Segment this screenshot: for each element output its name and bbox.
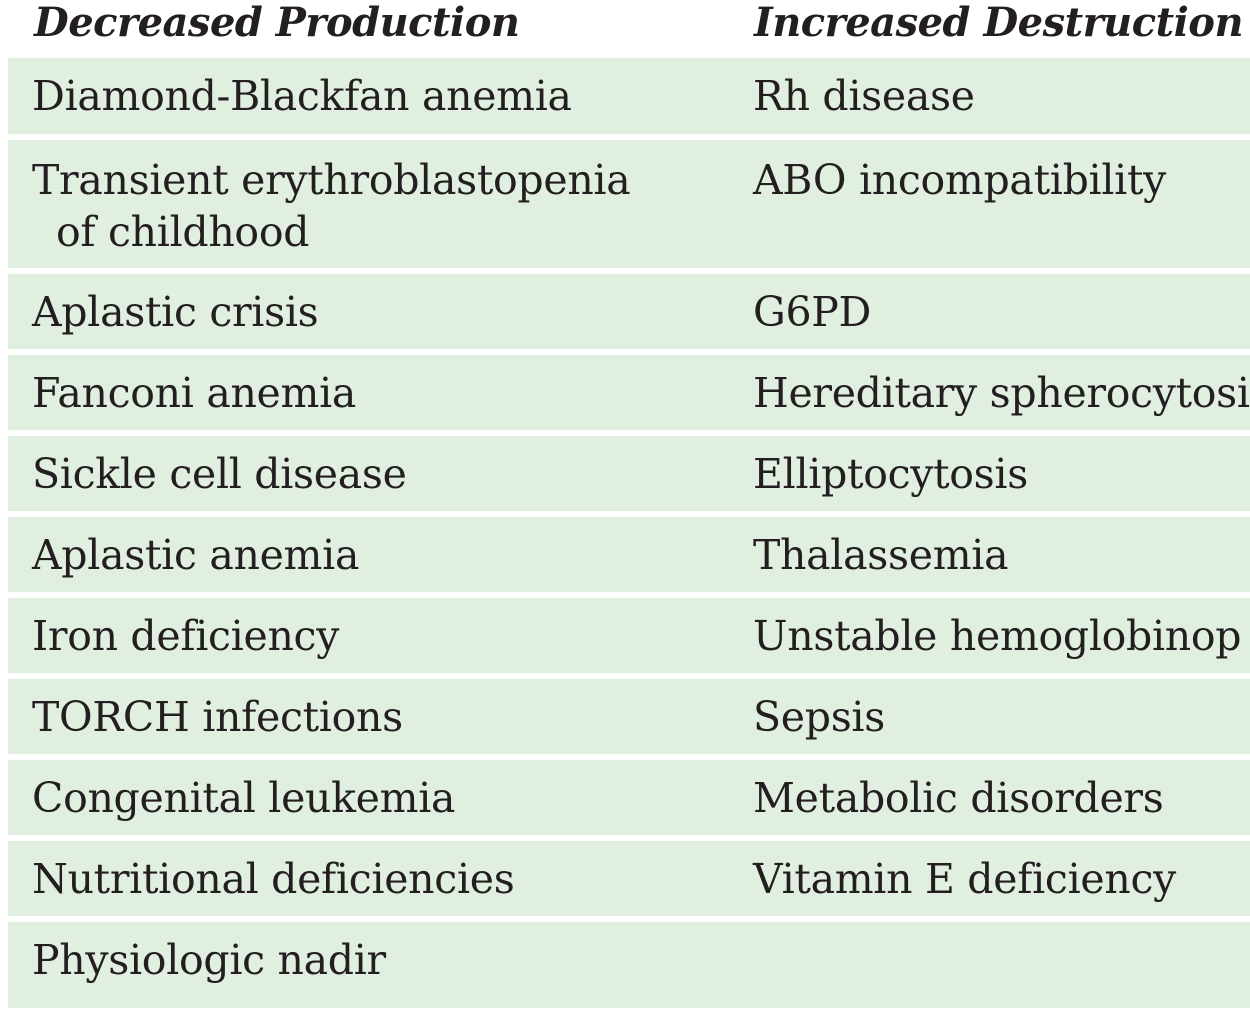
table-row: Transient erythroblastopenia of childhoo…	[8, 140, 1250, 268]
table-row: Physiologic nadir	[8, 922, 1250, 1008]
cell-production: Physiologic nadir	[32, 936, 386, 984]
cell-production-line2: of childhood	[56, 208, 310, 256]
cell-production: Diamond-Blackfan anemia	[32, 72, 572, 120]
cell-destruction: Sepsis	[753, 693, 885, 741]
table-row: Aplastic anemia Thalassemia	[8, 517, 1250, 592]
cell-destruction: Thalassemia	[753, 531, 1009, 579]
cell-destruction: Elliptocytosis	[753, 450, 1028, 498]
cell-destruction: ABO incompatibility	[753, 156, 1166, 204]
cell-production: TORCH infections	[32, 693, 403, 741]
table-row: Iron deficiency Unstable hemoglobinop	[8, 598, 1250, 673]
cell-destruction: G6PD	[753, 288, 872, 336]
table-row: Fanconi anemia Hereditary spherocytosi	[8, 355, 1250, 430]
cell-production: Nutritional deficiencies	[32, 855, 515, 903]
header-increased-destruction: Increased Destruction	[754, 0, 1244, 46]
cell-production: Iron deficiency	[32, 612, 340, 660]
table-row: Diamond-Blackfan anemia Rh disease	[8, 58, 1250, 134]
cell-destruction: Vitamin E deficiency	[753, 855, 1176, 903]
table-body: Diamond-Blackfan anemia Rh disease Trans…	[8, 58, 1250, 1014]
cell-production: Fanconi anemia	[32, 369, 357, 417]
cell-production: Transient erythroblastopenia of childhoo…	[32, 154, 631, 258]
table-header: Decreased Production Increased Destructi…	[0, 0, 1250, 50]
cell-destruction: Hereditary spherocytosi	[753, 369, 1250, 417]
cell-production: Aplastic crisis	[32, 288, 319, 336]
cell-destruction: Unstable hemoglobinop	[753, 612, 1242, 660]
header-decreased-production: Decreased Production	[34, 0, 520, 46]
cell-production: Aplastic anemia	[32, 531, 360, 579]
cell-destruction: Rh disease	[753, 72, 975, 120]
cell-production: Sickle cell disease	[32, 450, 407, 498]
table-row: Congenital leukemia Metabolic disorders	[8, 760, 1250, 835]
table-row: Aplastic crisis G6PD	[8, 274, 1250, 349]
cell-production-line1: Transient erythroblastopenia	[32, 156, 631, 204]
cell-destruction: Metabolic disorders	[753, 774, 1164, 822]
table-row: TORCH infections Sepsis	[8, 679, 1250, 754]
table-row: Sickle cell disease Elliptocytosis	[8, 436, 1250, 511]
cell-production: Congenital leukemia	[32, 774, 456, 822]
table-row: Nutritional deficiencies Vitamin E defic…	[8, 841, 1250, 916]
